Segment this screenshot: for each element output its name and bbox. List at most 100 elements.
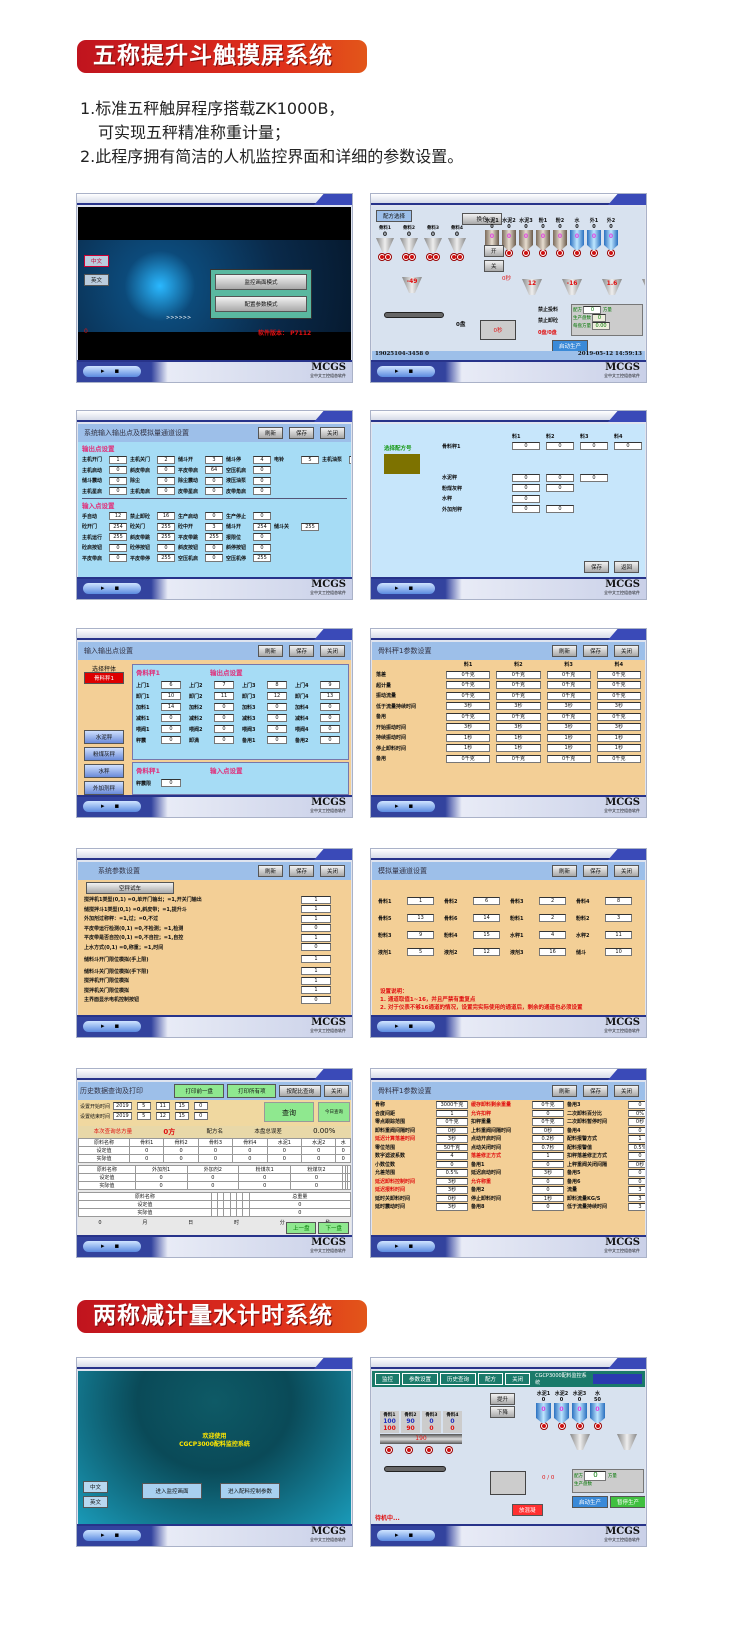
field-input[interactable]: 14: [161, 703, 181, 711]
field-input[interactable]: 0: [253, 533, 271, 541]
param-input[interactable]: 0千克: [496, 681, 541, 689]
close-button[interactable]: 关闭: [319, 645, 345, 657]
param-input[interactable]: 1秒: [596, 744, 641, 752]
field-input[interactable]: 0: [267, 703, 287, 711]
param-input[interactable]: 0千克: [496, 754, 541, 763]
start-production-button[interactable]: 启动生产: [572, 1496, 609, 1508]
param-input[interactable]: 0: [532, 1203, 564, 1211]
field-input[interactable]: 0: [214, 725, 234, 733]
param-input[interactable]: 0: [628, 1152, 645, 1160]
refresh-button[interactable]: 刷新: [551, 645, 577, 657]
time-input[interactable]: 0: [193, 1112, 208, 1120]
today-query-button[interactable]: 今日查询: [318, 1102, 350, 1122]
param-input[interactable]: 0: [512, 442, 540, 450]
field-input[interactable]: 0: [157, 476, 175, 485]
field-input[interactable]: 6: [473, 897, 501, 905]
param-input[interactable]: 0: [301, 995, 331, 1004]
field-input[interactable]: 16: [157, 512, 175, 520]
field-input[interactable]: 0: [253, 543, 271, 552]
param-input[interactable]: 0: [580, 473, 608, 482]
field-input[interactable]: 10: [161, 692, 181, 700]
time-input[interactable]: 0: [193, 1102, 208, 1110]
field-input[interactable]: 16: [539, 948, 567, 956]
scale-aggregate-1-button[interactable]: 骨料秤1: [84, 672, 124, 684]
query-button[interactable]: 查询: [264, 1102, 314, 1122]
valve-button[interactable]: [604, 250, 618, 257]
param-input[interactable]: 0千克: [596, 754, 641, 763]
chinese-button[interactable]: 中文: [83, 1481, 109, 1493]
valve-button[interactable]: [554, 1423, 569, 1430]
time-input[interactable]: 5: [136, 1102, 151, 1110]
param-input[interactable]: 0: [546, 473, 574, 482]
param-input[interactable]: 3秒: [436, 1135, 468, 1143]
field-input[interactable]: 0: [214, 703, 234, 711]
field-input[interactable]: 0: [320, 703, 340, 711]
tab-button[interactable]: 配方: [478, 1373, 504, 1385]
param-input[interactable]: 50千克: [436, 1143, 468, 1151]
param-input[interactable]: 1: [628, 1135, 645, 1143]
valve-button[interactable]: [590, 1423, 605, 1430]
empty-scale-test-button[interactable]: 空秤试车: [86, 882, 174, 894]
param-input[interactable]: 0.2秒: [532, 1135, 564, 1143]
time-input[interactable]: 12: [155, 1112, 170, 1120]
scale-button[interactable]: 水泥秤: [84, 730, 124, 744]
tab-button[interactable]: 关闭: [505, 1373, 531, 1385]
field-input[interactable]: 10: [605, 948, 633, 956]
close-button[interactable]: 关闭: [319, 865, 345, 877]
param-input[interactable]: 0千克: [446, 681, 491, 689]
param-input[interactable]: 3秒: [496, 723, 541, 731]
close-button[interactable]: 关闭: [613, 645, 639, 657]
param-input[interactable]: 0千克: [446, 754, 491, 763]
param-input[interactable]: 0千克: [446, 712, 491, 721]
param-input[interactable]: 0千克: [532, 1101, 564, 1109]
param-input[interactable]: 4: [436, 1152, 468, 1160]
field-input[interactable]: 12: [473, 948, 501, 956]
time-input[interactable]: 2019: [113, 1112, 132, 1120]
param-input[interactable]: 1秒: [532, 1194, 564, 1202]
param-input[interactable]: 1秒: [496, 733, 541, 742]
param-input[interactable]: 3: [628, 1194, 645, 1202]
field-input[interactable]: 9: [407, 931, 435, 939]
param-input[interactable]: 0千克: [446, 691, 491, 700]
scale-button[interactable]: 粉煤灰秤: [84, 747, 124, 761]
close-button[interactable]: 关: [484, 260, 504, 272]
time-input[interactable]: 11: [155, 1102, 170, 1110]
param-input[interactable]: 0.5%: [436, 1169, 468, 1177]
field-input[interactable]: 255: [253, 554, 271, 562]
param-input[interactable]: 1秒: [446, 744, 491, 752]
next-batch-button[interactable]: 下一盘: [318, 1222, 349, 1234]
param-input[interactable]: 0: [628, 1177, 645, 1185]
field-input[interactable]: 0: [109, 554, 127, 562]
save-button[interactable]: 保存: [288, 865, 314, 877]
param-input[interactable]: 0: [532, 1177, 564, 1185]
field-input[interactable]: 0: [253, 476, 271, 485]
param-input[interactable]: 0秒: [628, 1160, 645, 1168]
monitor-mode-button[interactable]: 监控画面模式: [215, 274, 307, 290]
param-input[interactable]: 0千克: [546, 691, 591, 700]
param-input[interactable]: 0: [628, 1101, 645, 1109]
param-input[interactable]: 0: [580, 442, 608, 450]
field-input[interactable]: 0: [267, 736, 287, 744]
field-input[interactable]: 14: [473, 914, 501, 922]
refresh-button[interactable]: 刷新: [257, 865, 283, 877]
field-input[interactable]: 255: [157, 554, 175, 562]
enter-config-button[interactable]: 进入配料控制参数: [220, 1483, 280, 1499]
field-input[interactable]: 0: [205, 487, 223, 495]
open-button[interactable]: 开: [484, 245, 504, 257]
config-mode-button[interactable]: 配置参数模式: [215, 296, 307, 312]
param-input[interactable]: 3秒: [496, 702, 541, 710]
save-button[interactable]: 保存: [582, 645, 608, 657]
param-input[interactable]: 1: [301, 955, 331, 963]
param-input[interactable]: 0千克: [596, 712, 641, 721]
field-input[interactable]: 7: [214, 681, 234, 689]
param-input[interactable]: 0: [546, 442, 574, 450]
refresh-button[interactable]: 刷新: [257, 645, 283, 657]
param-input[interactable]: 0.5%: [628, 1143, 645, 1151]
chinese-button[interactable]: 中文: [84, 255, 110, 267]
field-input[interactable]: 13: [320, 692, 340, 700]
field-input[interactable]: 9: [320, 681, 340, 689]
save-button[interactable]: 保存: [582, 865, 608, 877]
field-input[interactable]: 0: [205, 512, 223, 520]
field-input[interactable]: 0: [349, 455, 351, 464]
param-input[interactable]: 0: [301, 943, 331, 951]
